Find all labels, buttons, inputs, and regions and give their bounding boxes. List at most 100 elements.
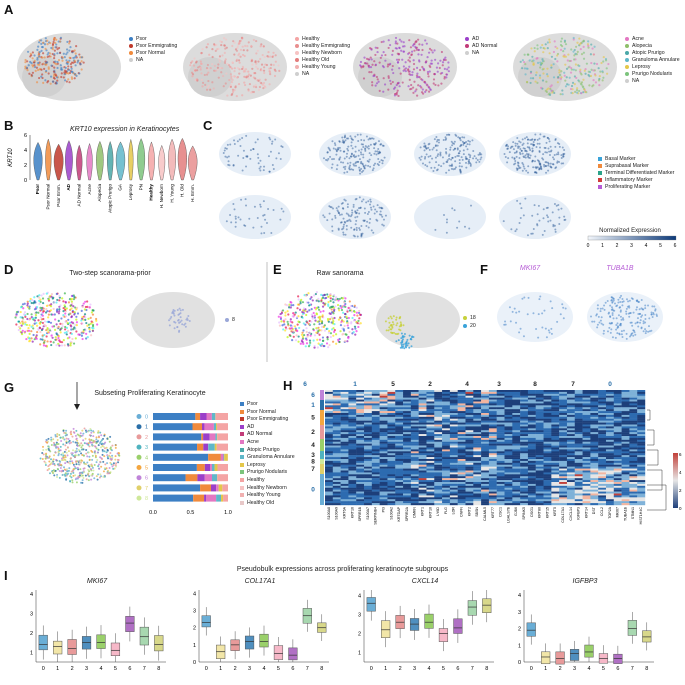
- heatmap-cell: [371, 405, 380, 408]
- heatmap-cell: [442, 430, 451, 433]
- expr-point: [337, 210, 340, 213]
- heatmap-cell: [410, 422, 419, 425]
- expr-point: [647, 330, 650, 333]
- umap-point: [343, 339, 347, 343]
- umap-point: [548, 93, 552, 97]
- expr-point: [341, 228, 344, 231]
- heatmap-cell: [395, 432, 404, 435]
- expr-point: [523, 167, 526, 170]
- expr-point: [503, 323, 506, 326]
- umap-point: [321, 336, 325, 339]
- expr-point: [562, 306, 565, 309]
- umap-point: [63, 438, 66, 441]
- umap-point: [86, 336, 89, 339]
- heatmap-cell: [543, 437, 552, 441]
- umap-point: [35, 311, 38, 314]
- expr-point: [615, 328, 618, 331]
- bar-segment: [201, 433, 204, 441]
- expr-point: [546, 206, 549, 209]
- umap-point: [91, 454, 94, 457]
- umap-point: [231, 61, 234, 64]
- legend-dot: [295, 65, 299, 69]
- expr-point: [544, 164, 547, 167]
- umap-point: [199, 62, 203, 65]
- expr-point: [536, 142, 539, 145]
- highlight-point: [183, 323, 186, 326]
- expr-point: [352, 234, 355, 237]
- heatmap-cell: [598, 414, 607, 418]
- umap-point: [56, 79, 59, 82]
- umap-point: [69, 431, 72, 434]
- cluster-dot: [136, 485, 142, 491]
- expr-point: [277, 152, 280, 155]
- umap-point: [553, 91, 556, 95]
- expr-point: [328, 205, 331, 208]
- heatmap-cell: [504, 390, 513, 393]
- umap-point: [563, 55, 566, 58]
- umap-point: [332, 301, 335, 304]
- expr-point: [470, 204, 473, 207]
- expr-point: [362, 198, 365, 201]
- heatmap-cell: [457, 403, 466, 406]
- expr-point: [546, 216, 549, 219]
- umap-point: [49, 340, 52, 343]
- legend-label: NA: [472, 50, 480, 56]
- bar-segment: [153, 413, 196, 420]
- expr-point: [456, 154, 459, 157]
- heatmap-cell: [504, 437, 513, 441]
- expr-point: [229, 213, 232, 216]
- expr-point: [350, 152, 353, 155]
- umap-point: [82, 477, 85, 480]
- umap-point: [370, 48, 373, 51]
- expr-point: [280, 145, 283, 148]
- umap-point: [284, 318, 287, 321]
- umap-point: [75, 315, 78, 318]
- umap-point: [428, 64, 431, 67]
- umap-point: [49, 463, 52, 466]
- heatmap-cell: [551, 403, 560, 406]
- umap-point: [96, 323, 99, 326]
- heatmap-cell: [527, 428, 536, 431]
- heatmap-cell: [496, 434, 505, 437]
- heatmap-cell: [364, 403, 373, 406]
- umap-point: [308, 304, 311, 307]
- heatmap-cell: [410, 432, 419, 435]
- heatmap-cell: [348, 434, 357, 437]
- umap-point: [18, 325, 21, 329]
- heatmap-cell: [527, 405, 536, 408]
- legend-swatch: [598, 171, 602, 175]
- umap-point: [207, 71, 210, 74]
- expr-point: [465, 161, 468, 164]
- heatmap-cell: [332, 391, 341, 395]
- heatmap-cell: [371, 393, 380, 396]
- bar-segment: [217, 464, 228, 471]
- umap-point: [574, 45, 578, 48]
- expr-point: [376, 150, 379, 153]
- heatmap-cell: [364, 428, 373, 431]
- heatmap-cell: [332, 411, 341, 414]
- umap-point: [445, 73, 449, 76]
- heatmap-cell: [520, 430, 529, 433]
- heatmap-cell: [395, 413, 404, 416]
- umap-point: [345, 315, 348, 318]
- umap-point: [53, 462, 56, 465]
- violin: [158, 144, 166, 181]
- heatmap-cell: [371, 397, 380, 400]
- heatmap-cell: [356, 403, 365, 406]
- expr-point: [553, 224, 556, 227]
- heatmap-cell: [496, 390, 505, 393]
- expr-point: [599, 307, 602, 310]
- heatmap-cell: [566, 405, 575, 408]
- heatmap-cell: [566, 428, 575, 431]
- heatmap-cell: [395, 401, 404, 404]
- heatmap-cell: [387, 428, 396, 431]
- umap-point: [206, 63, 210, 67]
- heatmap-cell: [613, 439, 622, 442]
- umap-point: [87, 472, 90, 475]
- heatmap-cell: [325, 424, 334, 427]
- heatmap-cell: [364, 436, 373, 439]
- umap-point: [104, 441, 107, 444]
- heatmap-cell: [356, 418, 365, 421]
- bar-segment: [211, 464, 215, 471]
